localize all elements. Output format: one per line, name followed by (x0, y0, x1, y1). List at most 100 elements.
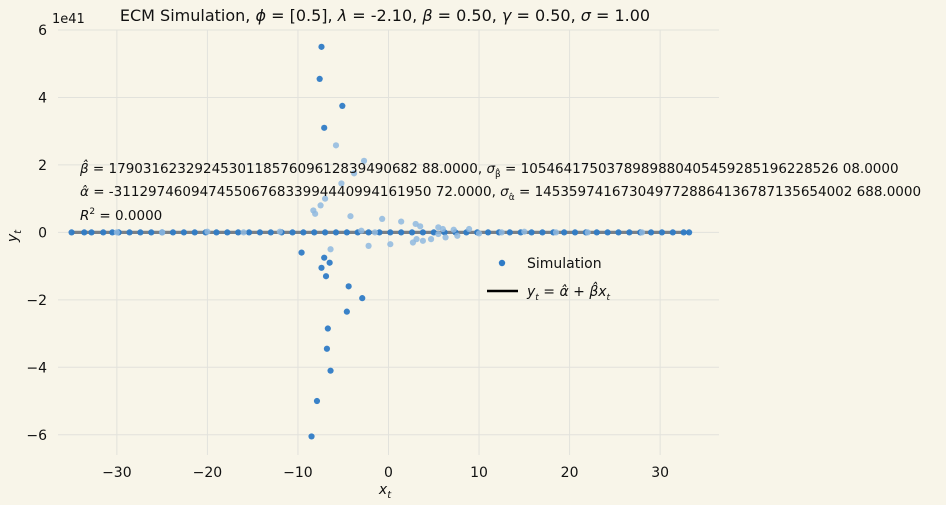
x-tick-label: −30 (102, 465, 132, 481)
simulation-point-light (450, 226, 457, 233)
r-squared-annotation: R2 = 0.0000 (80, 207, 162, 224)
simulation-point-light (365, 242, 372, 249)
simulation-point (311, 229, 318, 236)
simulation-point (256, 229, 264, 236)
y-tick-label: −6 (26, 428, 47, 444)
simulation-point-light (113, 229, 120, 236)
simulation-point (88, 229, 95, 236)
simulation-point (137, 229, 144, 236)
simulation-point (213, 229, 220, 236)
simulation-point (419, 229, 427, 236)
simulation-point-light (427, 236, 435, 243)
simulation-point (398, 229, 405, 236)
simulation-point-light (358, 227, 365, 234)
simulation-point-light (475, 230, 483, 237)
simulation-point (343, 308, 350, 315)
annotation-text: β̂ = 17903162329245301185760961283949068… (79, 159, 921, 224)
simulation-point-light (498, 229, 505, 236)
simulation-point-light (379, 215, 386, 222)
simulation-point-light (317, 202, 324, 209)
simulation-point (658, 229, 666, 236)
simulation-point (245, 229, 253, 236)
simulation-point (680, 229, 687, 236)
simulation-point-light (465, 225, 473, 233)
simulation-point (528, 229, 535, 236)
legend-simulation-label: Simulation (527, 256, 602, 272)
simulation-point (316, 75, 323, 83)
simulation-point-light (387, 241, 394, 248)
simulation-point-light (584, 229, 591, 236)
simulation-point (322, 229, 329, 236)
simulation-point (81, 229, 88, 236)
simulation-point-light (417, 223, 424, 230)
y-tick-label: 0 (38, 225, 47, 241)
x-tick-label: 20 (561, 465, 579, 481)
x-tick-label: −10 (283, 465, 313, 481)
simulation-point (298, 249, 305, 256)
legend: Simulation yt = α̂ + β̂xt (487, 256, 611, 303)
simulation-point (318, 43, 325, 50)
x-axis-label: xt (378, 482, 392, 501)
simulation-point (191, 229, 198, 236)
x-tick-label: 10 (470, 465, 488, 481)
simulation-point-light (521, 228, 528, 235)
y-multiplier-label: 1e41 (52, 12, 85, 27)
simulation-point (326, 259, 333, 266)
simulation-point-light (398, 218, 405, 225)
simulation-point-light (439, 225, 446, 233)
simulation-point (322, 273, 330, 280)
simulation-point-light (371, 229, 379, 236)
simulation-point (68, 229, 75, 236)
simulation-point-light (338, 180, 345, 187)
simulation-point (686, 229, 693, 236)
legend-fit-line-label: yt = α̂ + β̂xt (526, 281, 611, 303)
simulation-point (100, 229, 107, 236)
simulation-point (327, 367, 334, 374)
simulation-point (626, 229, 633, 236)
simulation-point-light (312, 210, 319, 217)
simulation-point (593, 229, 600, 236)
y-tick-labels: −6 −4 −2 0 2 4 6 (26, 23, 47, 444)
simulation-point (343, 229, 350, 236)
x-tick-label: 0 (384, 465, 393, 481)
simulation-point-light (552, 229, 560, 236)
x-tick-label: 30 (651, 465, 669, 481)
simulation-point-light (435, 230, 442, 238)
x-tick-label: −20 (193, 465, 223, 481)
legend-simulation-marker (498, 259, 506, 267)
simulation-point (289, 229, 296, 236)
y-tick-label: 6 (38, 23, 47, 39)
simulation-point (332, 229, 340, 236)
simulation-point (615, 229, 622, 236)
y-tick-label: −2 (26, 293, 47, 309)
simulation-point-light (276, 228, 283, 235)
simulation-point (300, 229, 307, 236)
simulation-point-light (332, 142, 340, 149)
simulation-point (339, 102, 346, 109)
simulation-point (408, 229, 416, 236)
x-tick-labels: −30 −20 −10 0 10 20 30 (102, 465, 669, 481)
simulation-point (321, 254, 328, 261)
simulation-point-light (413, 236, 420, 243)
simulation-point-light (454, 232, 461, 239)
simulation-point (539, 229, 546, 236)
simulation-point (180, 229, 187, 236)
simulation-point (318, 264, 325, 271)
simulation-point (109, 229, 116, 236)
simulation-point (126, 229, 133, 236)
simulation-point (604, 229, 611, 236)
simulation-point (308, 433, 315, 440)
chart-title: ECM Simulation, ϕ = [0.5], λ = -2.10, β … (120, 6, 650, 25)
simulation-point (561, 229, 568, 236)
simulation-point-light (327, 246, 334, 253)
simulation-point (148, 229, 155, 236)
simulation-point (235, 229, 242, 236)
simulation-point-light (360, 157, 368, 164)
simulation-point (267, 229, 274, 236)
simulation-point (376, 229, 383, 236)
simulation-point (669, 229, 676, 236)
simulation-point-light (240, 229, 247, 236)
simulation-point-light (442, 234, 449, 241)
simulation-point (321, 124, 328, 131)
